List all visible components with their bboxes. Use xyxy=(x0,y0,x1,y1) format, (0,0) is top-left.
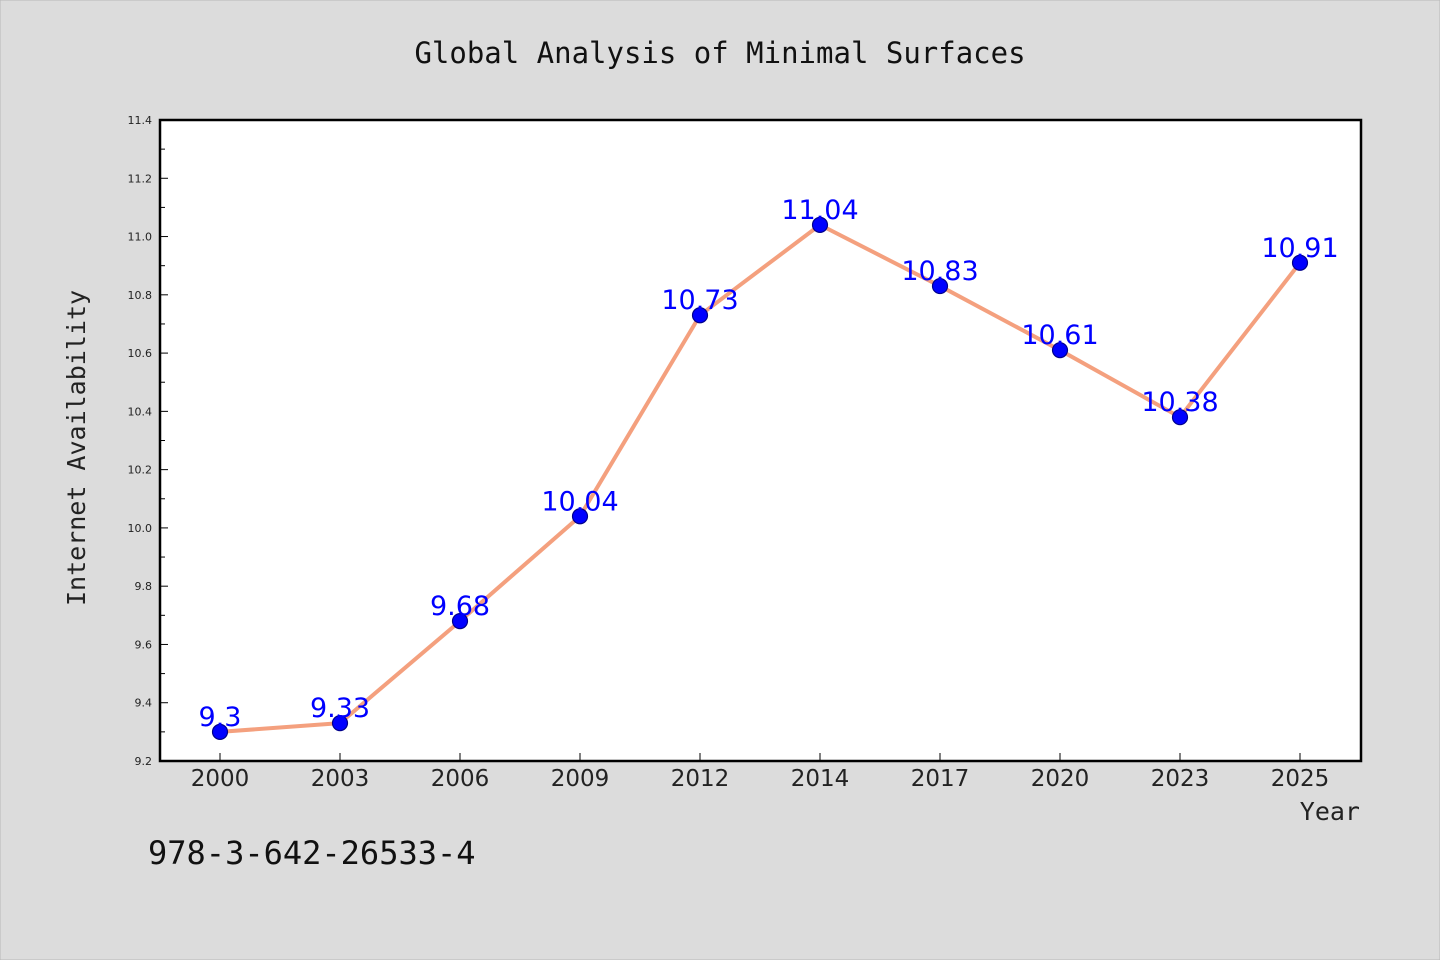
data-point xyxy=(931,277,949,295)
x-tick-label: 2009 xyxy=(551,766,610,792)
chart-title: Global Analysis of Minimal Surfaces xyxy=(414,36,1025,70)
series-line xyxy=(218,222,1302,734)
y-tick-label: 11.4 xyxy=(128,114,153,127)
y-tick-label: 9.6 xyxy=(135,638,153,651)
y-tick-label: 10.0 xyxy=(128,522,153,535)
x-tick-label: 2006 xyxy=(431,766,490,792)
data-label: 9.3 xyxy=(199,702,242,733)
x-tick-label: 2025 xyxy=(1271,766,1330,792)
data-label: 10.73 xyxy=(661,285,738,316)
y-axis-label: Internet Availability xyxy=(62,290,91,606)
data-point xyxy=(691,307,709,324)
y-tick-label: 11.2 xyxy=(128,172,153,185)
y-tick-label: 11.0 xyxy=(128,231,153,244)
data-point xyxy=(451,613,469,630)
x-tick-label: 2012 xyxy=(671,766,730,792)
data-label: 10.04 xyxy=(541,486,618,517)
y-tick-label: 10.4 xyxy=(128,405,153,418)
data-label: 10.83 xyxy=(901,256,978,287)
data-point xyxy=(211,723,229,740)
x-tick-label: 2014 xyxy=(791,766,850,792)
footer-code: 978-3-642-26533-4 xyxy=(148,834,476,872)
data-point xyxy=(811,216,829,233)
y-tick-label: 9.8 xyxy=(135,580,153,593)
data-label: 9.68 xyxy=(430,591,490,622)
y-tick-label: 10.2 xyxy=(128,464,153,477)
x-axis: 2000 2003 2006 2009 2012 2014 2017 2020 2023 2025 xyxy=(191,753,1330,792)
data-label: 9.33 xyxy=(310,693,370,724)
data-point xyxy=(1291,254,1309,271)
x-tick-label: 2000 xyxy=(191,766,250,792)
plot-area xyxy=(158,118,1363,763)
data-point xyxy=(331,715,349,732)
x-tick-label: 2003 xyxy=(311,766,370,792)
x-axis-label: Year xyxy=(1300,797,1360,826)
data-point xyxy=(1051,342,1069,359)
x-tick-label: 2017 xyxy=(911,766,970,792)
data-label: 10.61 xyxy=(1021,320,1098,351)
y-axis: 9.2 9.4 9.6 9.8 10.0 10.2 10.4 10.6 10.8 11.0 11.2… xyxy=(128,114,168,768)
y-tick-label: 9.4 xyxy=(135,697,153,710)
series-layer: 9.3 9.33 9.68 10.04 10.73 11.04 10.83 10.61 10.3… xyxy=(199,195,1339,740)
data-label: 11.04 xyxy=(781,195,858,226)
data-point xyxy=(571,508,589,525)
data-label: 10.91 xyxy=(1261,233,1338,264)
y-tick-label: 10.6 xyxy=(128,347,153,360)
y-tick-label: 10.8 xyxy=(128,289,153,302)
x-tick-label: 2023 xyxy=(1151,766,1210,792)
data-point xyxy=(1171,409,1189,426)
x-tick-label: 2020 xyxy=(1031,766,1090,792)
y-tick-label: 9.2 xyxy=(135,755,153,768)
data-label: 10.38 xyxy=(1141,387,1218,418)
